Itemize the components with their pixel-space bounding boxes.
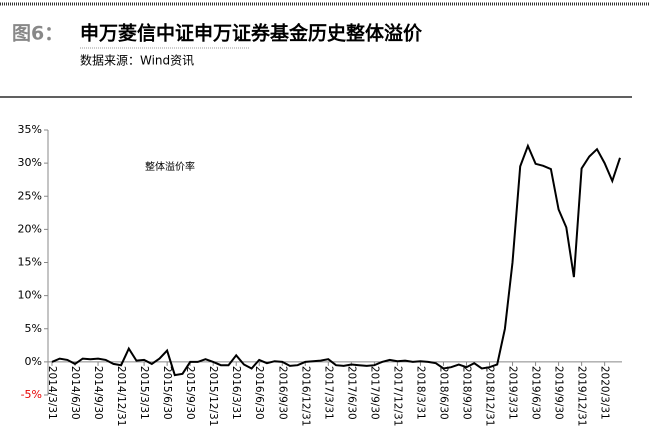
source: 数据来源：Wind资讯 bbox=[80, 53, 194, 68]
x-tick-label: 2019/9/30 bbox=[553, 366, 565, 420]
x-tick-label: 2019/6/30 bbox=[530, 366, 542, 420]
line-series bbox=[51, 143, 621, 377]
x-tick-label: 2020/3/31 bbox=[599, 366, 611, 420]
series-label: 整体溢价率 bbox=[145, 160, 195, 173]
y-tick-label: -5% bbox=[21, 388, 42, 401]
x-tick-label: 2019/3/31 bbox=[507, 366, 519, 420]
x-tick-label: 2017/12/31 bbox=[391, 366, 403, 427]
y-tick-label: 35% bbox=[18, 123, 42, 136]
x-tick-label: 2018/6/30 bbox=[437, 366, 449, 420]
y-tick-label: 25% bbox=[18, 189, 42, 202]
x-tick-label: 2017/6/30 bbox=[345, 366, 357, 420]
x-tick-label: 2015/3/31 bbox=[138, 366, 150, 420]
x-tick-label: 2016/9/30 bbox=[276, 366, 288, 420]
x-tick-label: 2015/6/30 bbox=[161, 366, 173, 420]
x-tick-label: 2015/9/30 bbox=[184, 366, 196, 420]
y-tick-label: 20% bbox=[18, 222, 42, 235]
x-tick-label: 2014/9/30 bbox=[92, 366, 104, 420]
x-tick-label: 2018/3/31 bbox=[414, 366, 426, 420]
x-tick-label: 2014/6/30 bbox=[69, 366, 81, 420]
x-tick-label: 2016/12/31 bbox=[299, 366, 311, 427]
x-tick-label: 2014/3/31 bbox=[46, 366, 58, 420]
x-tick-label: 2017/9/30 bbox=[368, 366, 380, 420]
x-tick-label: 2018/12/31 bbox=[484, 366, 496, 427]
y-tick-label: 15% bbox=[18, 256, 42, 269]
y-tick-label: 5% bbox=[25, 322, 42, 335]
x-tick-label: 2019/12/31 bbox=[576, 366, 588, 427]
title: 申万菱信中证申万证券基金历史整体溢价 bbox=[80, 22, 423, 45]
x-tick-label: 2014/12/31 bbox=[115, 366, 127, 427]
y-tick-label: 0% bbox=[25, 355, 42, 368]
x-tick-label: 2016/3/31 bbox=[230, 366, 242, 420]
figure-label: 图6： bbox=[12, 23, 63, 45]
x-tick-label: 2018/9/30 bbox=[460, 366, 472, 420]
y-tick-label: 30% bbox=[18, 156, 42, 169]
x-tick-label: 2017/3/31 bbox=[322, 366, 334, 420]
x-tick-label: 2015/12/31 bbox=[207, 366, 219, 427]
x-tick-label: 2016/6/30 bbox=[253, 366, 265, 420]
y-tick-label: 10% bbox=[18, 289, 42, 302]
